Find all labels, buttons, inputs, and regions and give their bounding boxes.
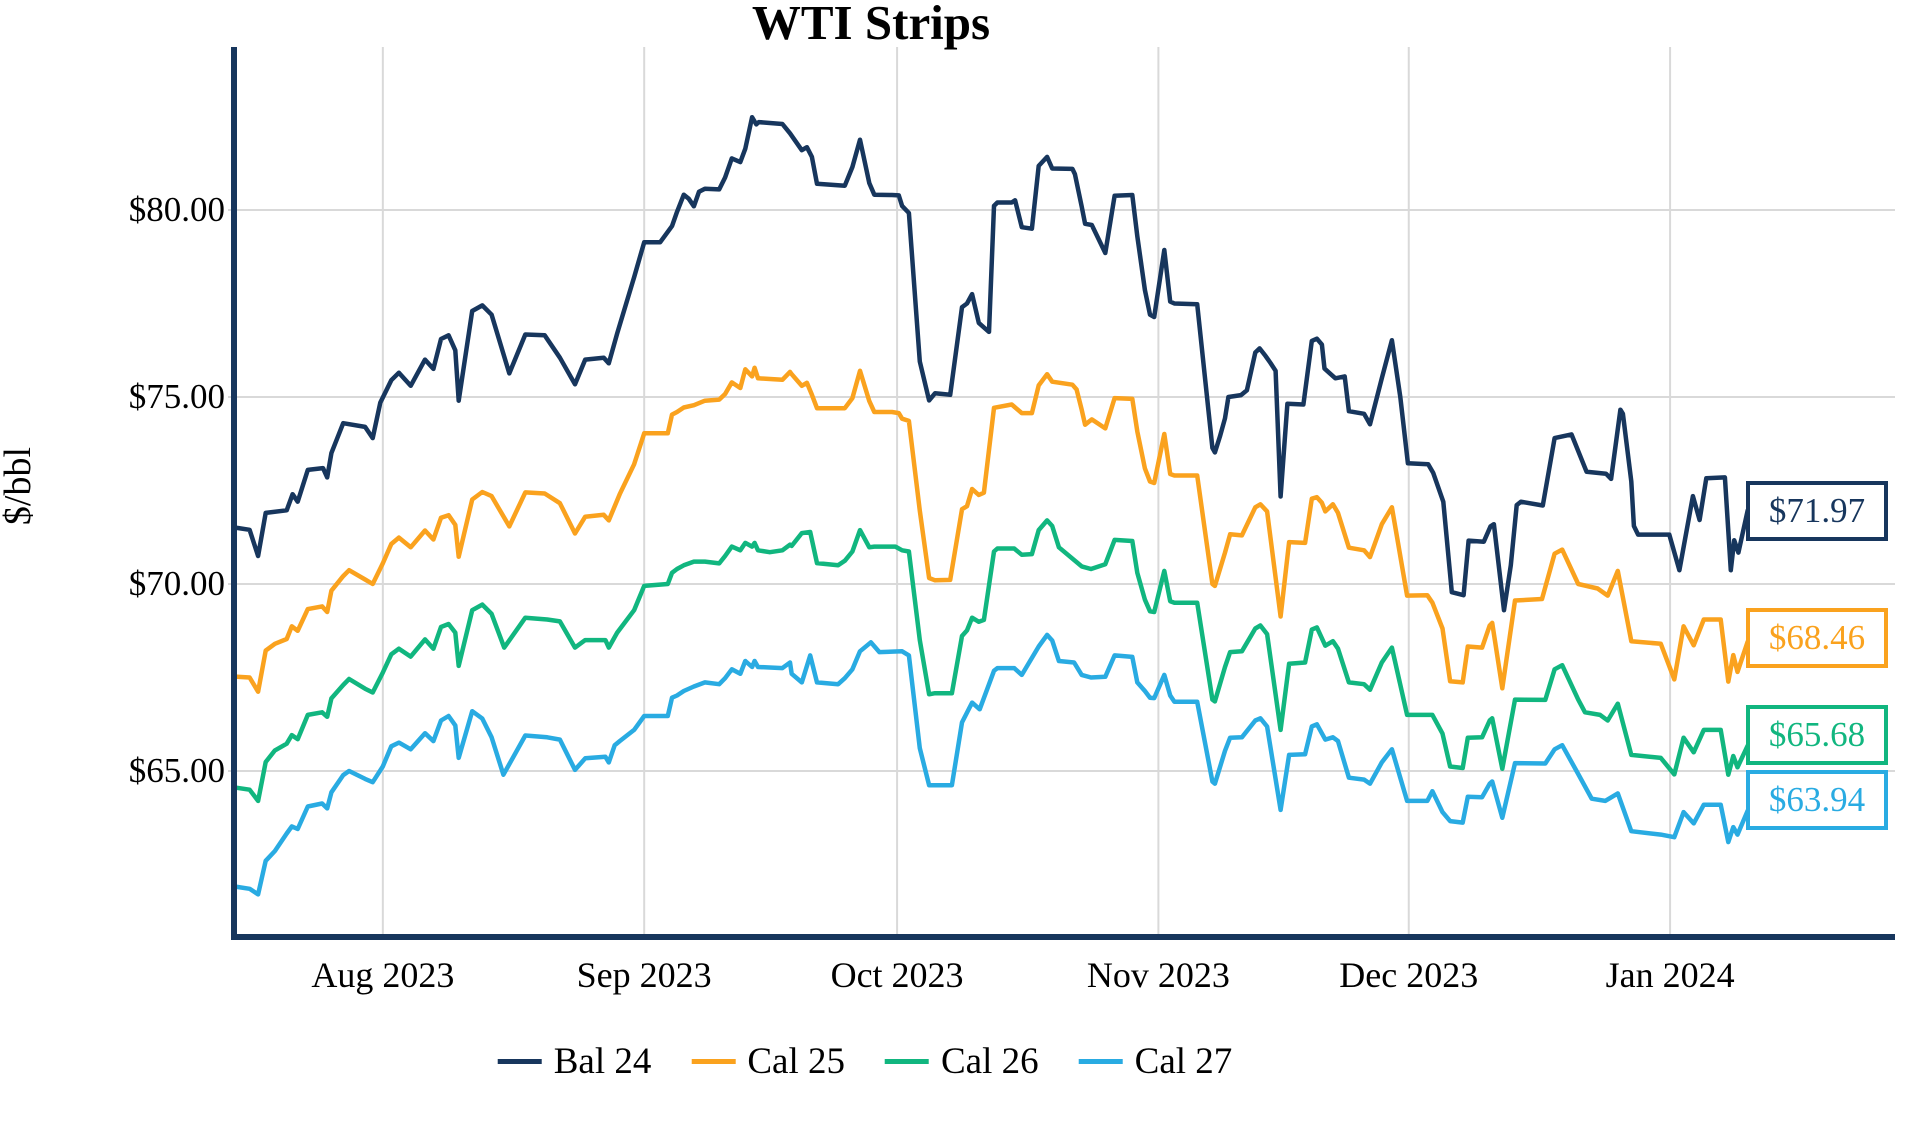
x-tick-label: Oct 2023 (830, 955, 964, 995)
end-label-bal-24: $71.97 (1746, 481, 1888, 542)
chart-title: WTI Strips (751, 0, 991, 50)
legend-item-cal-25: Cal 25 (691, 1040, 845, 1083)
chart-legend: Bal 24 Cal 25 Cal 26 Cal 27 (497, 1040, 1233, 1083)
x-tick-label: Nov 2023 (1086, 955, 1230, 995)
y-axis-spine (231, 47, 237, 940)
x-axis-spine (231, 934, 1895, 940)
legend-swatch-icon (1078, 1059, 1123, 1064)
legend-label: Cal 26 (941, 1041, 1039, 1082)
end-label-cal-25: $68.46 (1746, 608, 1888, 669)
end-label-cal-27: $63.94 (1746, 769, 1888, 830)
y-tick-label: $80.00 (128, 190, 225, 229)
y-tick-label: $75.00 (128, 377, 225, 416)
series-line-cal-27 (234, 632, 1750, 897)
legend-swatch-icon (691, 1059, 736, 1064)
x-tick-label: Jan 2024 (1605, 955, 1735, 995)
legend-item-cal-26: Cal 26 (885, 1040, 1039, 1083)
legend-label: Bal 24 (553, 1041, 652, 1082)
x-tick-label: Aug 2023 (311, 955, 455, 995)
legend-item-cal-27: Cal 27 (1078, 1040, 1233, 1083)
y-tick-label: $70.00 (128, 564, 225, 603)
end-label-cal-26: $65.68 (1746, 705, 1888, 766)
legend-swatch-icon (885, 1059, 929, 1064)
legend-swatch-icon (497, 1059, 542, 1064)
x-tick-label: Sep 2023 (576, 955, 712, 995)
legend-item-bal-24: Bal 24 (497, 1040, 652, 1083)
series-line-cal-26 (234, 518, 1750, 804)
series-line-cal-25 (234, 365, 1750, 694)
legend-label: Cal 25 (747, 1041, 845, 1082)
y-tick-label: $65.00 (128, 751, 225, 790)
x-tick-label: Dec 2023 (1339, 955, 1479, 995)
legend-label: Cal 27 (1134, 1041, 1233, 1082)
series-line-bal-24 (234, 114, 1750, 613)
